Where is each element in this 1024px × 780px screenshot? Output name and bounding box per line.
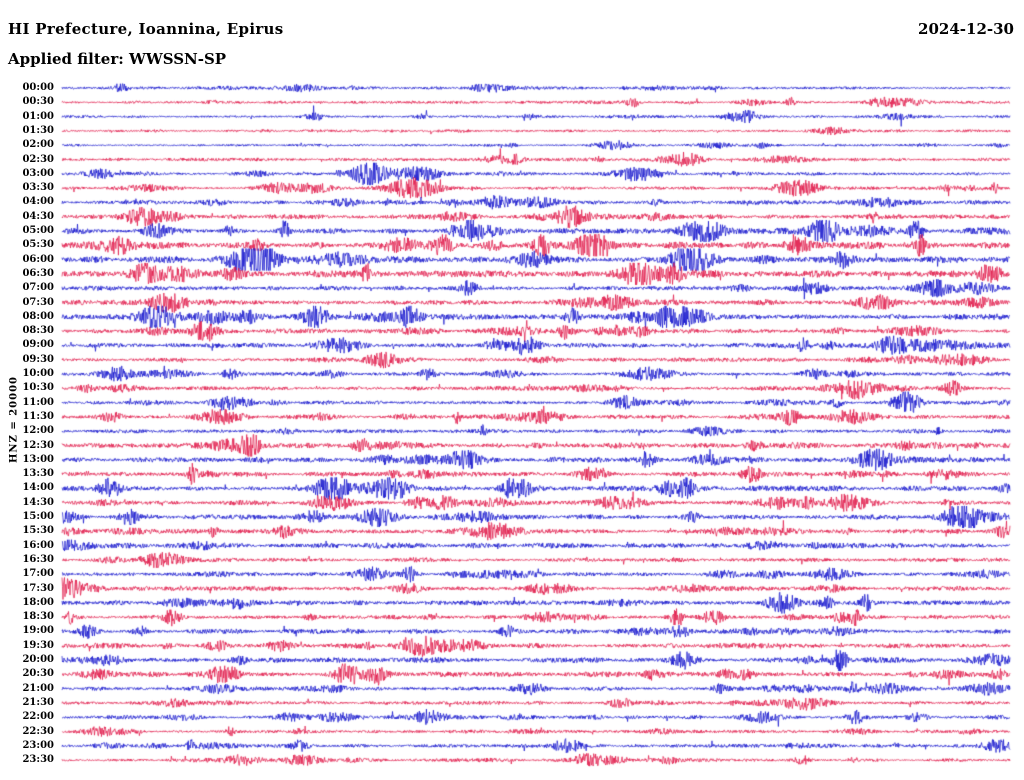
seismogram-traces bbox=[0, 0, 1024, 780]
helicorder-page: HI Prefecture, Ioannina, Epirus 2024-12-… bbox=[0, 0, 1024, 780]
